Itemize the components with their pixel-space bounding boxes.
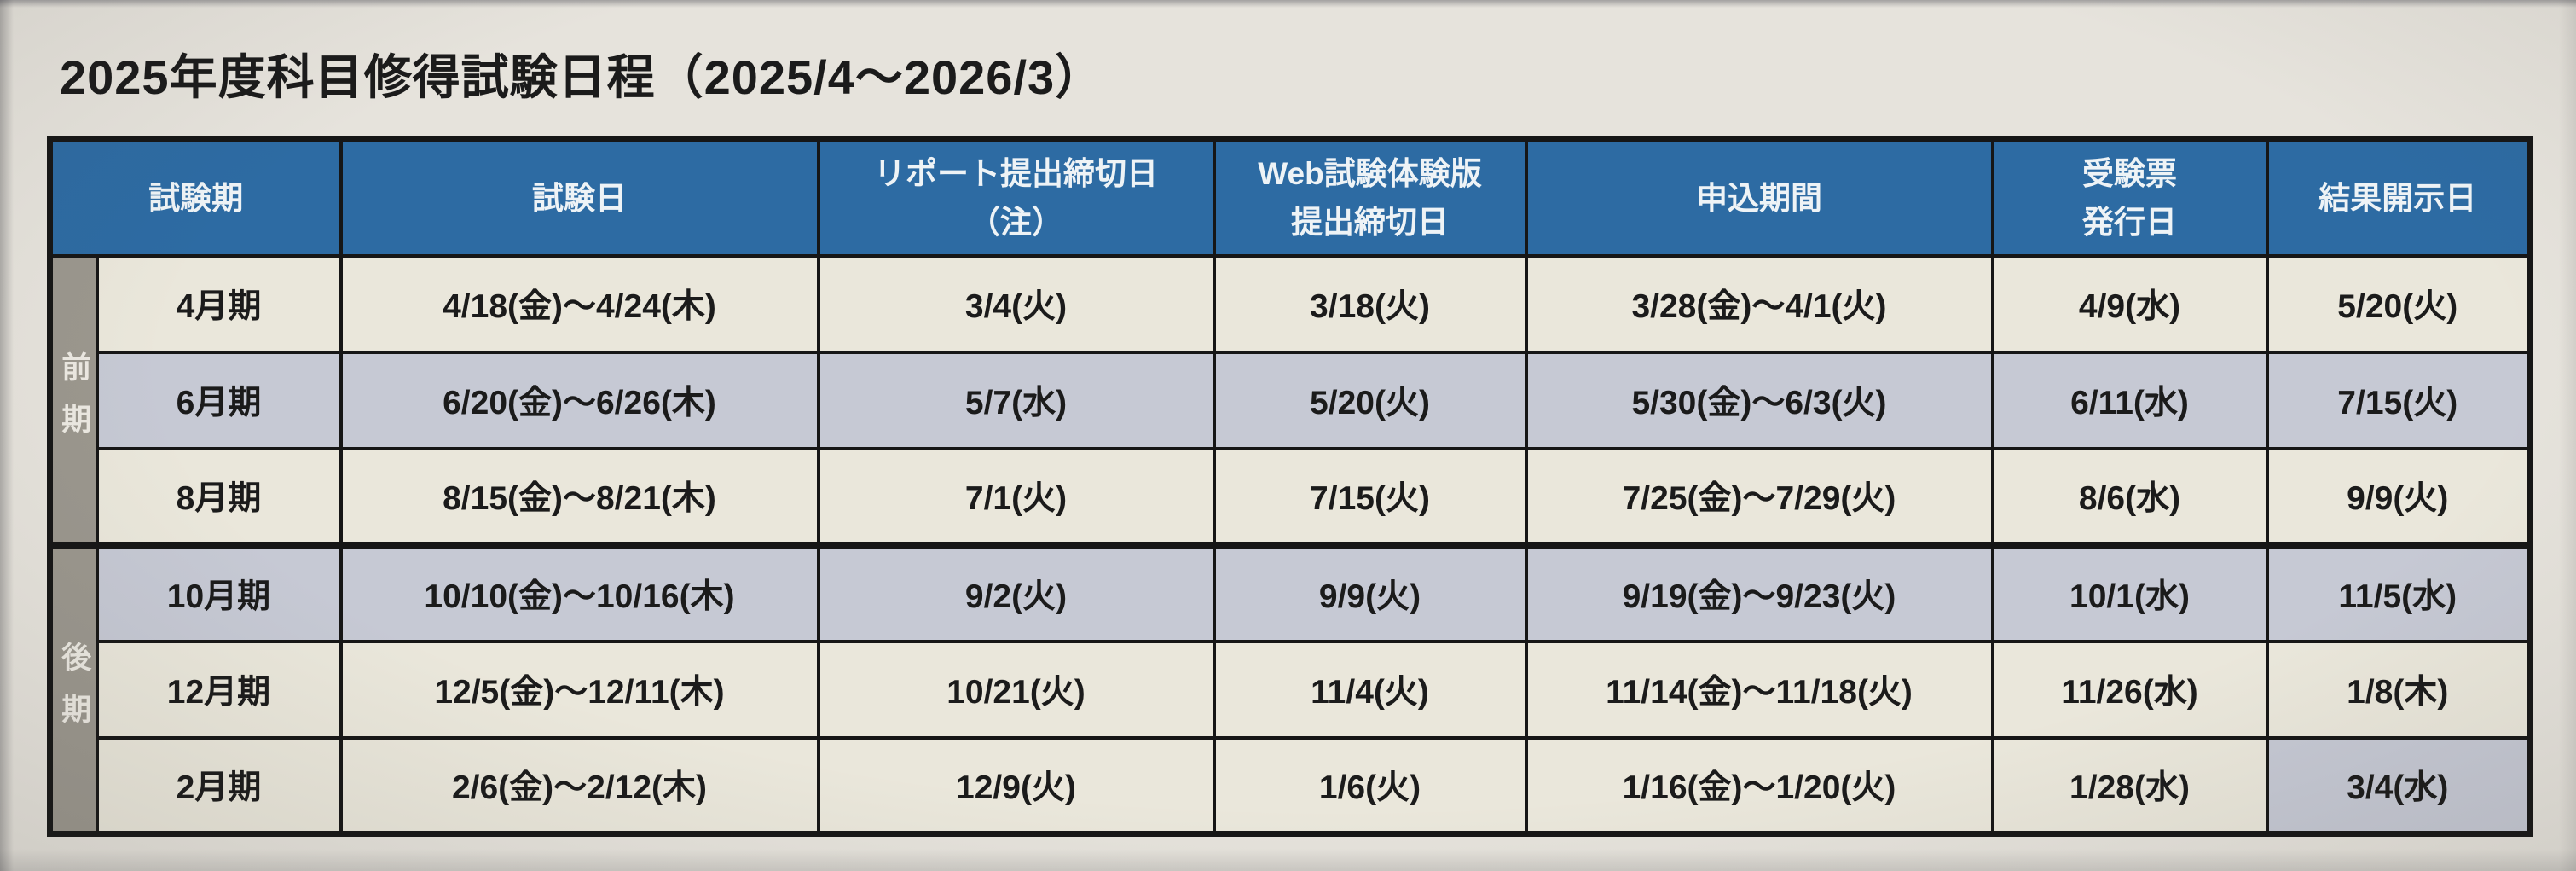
exam-date-cell: 2/6(金)～2/12(木) xyxy=(339,735,820,836)
application-period-cell: 9/19(金)～9/23(火) xyxy=(1524,541,1994,643)
header-web-trial-deadline: Web試験体験版 提出締切日 xyxy=(1212,137,1528,258)
table-row: 前期 4月期 4/18(金)～4/24(木) 3/4(火) 3/18(火) 3/… xyxy=(48,253,2532,547)
period-group-label-second-half: 後期 xyxy=(48,541,99,836)
ticket-issue-cell: 4/9(水) xyxy=(1990,253,2269,354)
term-cell: 6月期 xyxy=(95,350,343,450)
report-deadline-cell: 10/21(火) xyxy=(816,639,1216,740)
ticket-issue-cell: 1/28(水) xyxy=(1990,735,2269,836)
exam-date-cell: 10/10(金)～10/16(木) xyxy=(339,541,820,643)
application-period-cell: 7/25(金)～7/29(火) xyxy=(1524,446,1994,547)
ticket-issue-cell: 6/11(水) xyxy=(1990,350,2269,450)
header-web-trial-line1: Web試験体験版 xyxy=(1258,155,1482,191)
table-row: 2月期 2/6(金)～2/12(木) 12/9(火) 1/6(火) 1/16(金… xyxy=(50,735,2532,836)
term-cell: 4月期 xyxy=(95,253,343,354)
term-cell: 12月期 xyxy=(95,639,343,740)
table-row: 後期 10月期 10/10(金)～10/16(木) 9/2(火) 9/9(火) … xyxy=(48,541,2532,836)
header-ticket-issue: 受験票 発行日 xyxy=(1990,137,2269,258)
header-exam-period: 試験期 xyxy=(48,137,343,258)
application-period-cell: 3/28(金)～4/1(火) xyxy=(1524,253,1994,354)
results-date-cell: 11/5(水) xyxy=(2265,541,2532,643)
header-exam-date: 試験日 xyxy=(339,137,820,258)
ticket-issue-cell: 10/1(水) xyxy=(1990,541,2269,643)
header-application-period: 申込期間 xyxy=(1524,137,1994,258)
results-date-cell: 3/4(水) xyxy=(2265,735,2532,836)
period-group-label-first-half: 前期 xyxy=(48,253,99,547)
exam-date-cell: 4/18(金)～4/24(木) xyxy=(339,253,820,354)
web-trial-deadline-cell: 3/18(火) xyxy=(1212,253,1528,354)
results-date-cell: 1/8(木) xyxy=(2265,639,2532,740)
exam-date-cell: 8/15(金)～8/21(木) xyxy=(339,446,820,547)
exam-date-cell: 12/5(金)～12/11(木) xyxy=(339,639,820,740)
exam-date-cell: 6/20(金)～6/26(木) xyxy=(339,350,820,450)
ticket-issue-cell: 11/26(水) xyxy=(1990,639,2269,740)
header-ticket-line1: 受験票 xyxy=(2082,155,2177,191)
table-row: 8月期 8/15(金)～8/21(木) 7/1(火) 7/15(火) 7/25(… xyxy=(50,446,2532,547)
web-trial-deadline-cell: 5/20(火) xyxy=(1212,350,1528,450)
table-header-row: 試験期 試験日 リポート提出締切日 （注） Web試験体験版 提出締切日 申込期… xyxy=(48,137,2532,258)
results-date-cell: 9/9(火) xyxy=(2265,446,2532,547)
report-deadline-cell: 5/7(水) xyxy=(816,350,1216,450)
header-web-trial-line2: 提出締切日 xyxy=(1291,205,1449,241)
report-deadline-cell: 7/1(火) xyxy=(816,446,1216,547)
application-period-cell: 11/14(金)～11/18(火) xyxy=(1524,639,1994,740)
term-cell: 10月期 xyxy=(95,541,343,643)
web-trial-deadline-cell: 11/4(火) xyxy=(1212,639,1528,740)
table-row: 6月期 6/20(金)～6/26(木) 5/7(水) 5/20(火) 5/30(… xyxy=(50,350,2532,450)
application-period-cell: 5/30(金)～6/3(火) xyxy=(1524,350,1994,450)
report-deadline-cell: 12/9(火) xyxy=(816,735,1216,836)
header-report-deadline-line2: （注） xyxy=(969,205,1063,241)
ticket-issue-cell: 8/6(水) xyxy=(1990,446,2269,547)
results-date-cell: 7/15(火) xyxy=(2265,350,2532,450)
term-cell: 2月期 xyxy=(95,735,343,836)
exam-schedule-table: 試験期 試験日 リポート提出締切日 （注） Web試験体験版 提出締切日 申込期… xyxy=(47,136,2533,837)
term-cell: 8月期 xyxy=(95,446,343,547)
web-trial-deadline-cell: 9/9(火) xyxy=(1212,541,1528,643)
table-row: 12月期 12/5(金)～12/11(木) 10/21(火) 11/4(火) 1… xyxy=(50,639,2532,740)
report-deadline-cell: 3/4(火) xyxy=(816,253,1216,354)
header-ticket-line2: 発行日 xyxy=(2082,205,2177,241)
header-report-deadline: リポート提出締切日 （注） xyxy=(816,137,1216,258)
page-title: 2025年度科目修得試験日程（2025/4～2026/3） xyxy=(60,50,1104,104)
report-deadline-cell: 9/2(火) xyxy=(816,541,1216,643)
header-results-date: 結果開示日 xyxy=(2265,137,2532,258)
web-trial-deadline-cell: 7/15(火) xyxy=(1212,446,1528,547)
web-trial-deadline-cell: 1/6(火) xyxy=(1212,735,1528,836)
application-period-cell: 1/16(金)～1/20(火) xyxy=(1524,735,1994,836)
header-report-deadline-line1: リポート提出締切日 xyxy=(874,155,1158,191)
results-date-cell: 5/20(火) xyxy=(2265,253,2532,354)
